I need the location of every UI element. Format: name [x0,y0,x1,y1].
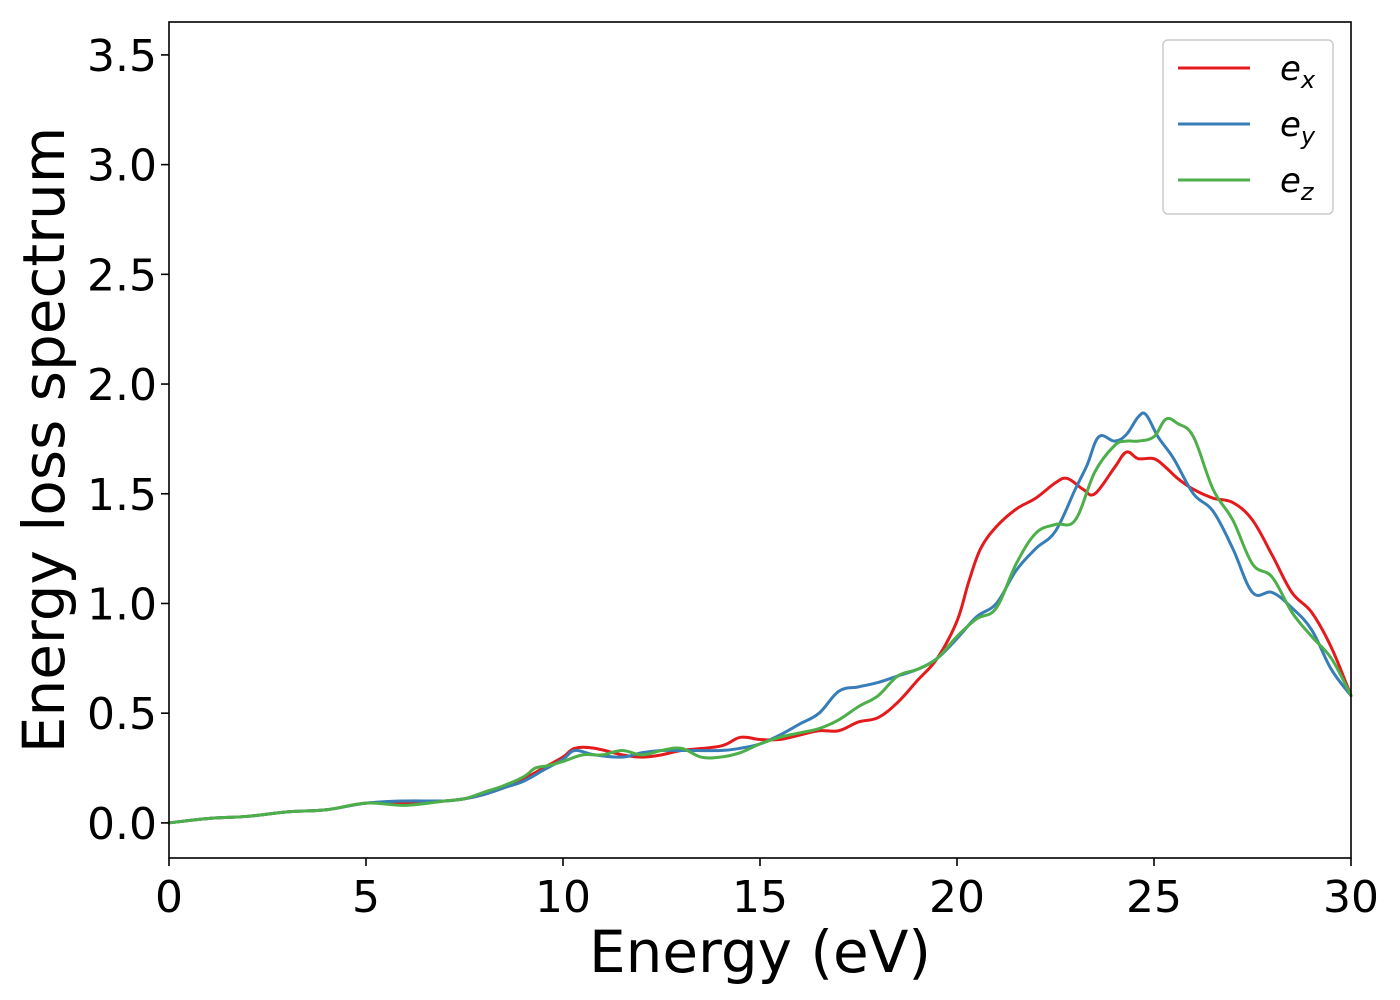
y-tick-label: 0.0 [87,799,157,850]
y-tick-label: 1.5 [87,470,157,521]
x-tick-label: 25 [1126,872,1182,923]
x-tick-label: 30 [1323,872,1379,923]
y-tick-label: 1.0 [87,579,157,630]
y-tick-label: 2.0 [87,360,157,411]
legend-subscript: x [1300,66,1316,94]
y-tick-label: 3.0 [87,141,157,192]
y-tick-label: 3.5 [87,31,157,82]
x-tick-label: 15 [732,872,788,923]
series-line-ez [167,416,1353,825]
plot-background [169,22,1351,858]
x-tick-label: 5 [352,872,380,923]
legend-subscript: y [1300,122,1316,150]
y-tick-label: 0.5 [87,689,157,740]
x-axis-ticks: 0 5 10 15 20 25 30 [155,858,1379,923]
y-axis-ticks: 0.0 0.5 1.0 1.5 2.0 2.5 3.0 3.5 [87,31,169,850]
x-tick-label: 0 [155,872,183,923]
y-tick-label: 2.5 [87,250,157,301]
legend-box [1162,39,1334,215]
series-line-ey [167,411,1353,825]
y-axis-label: Energy loss spectrum [10,127,78,753]
series-layer [167,411,1353,825]
x-axis-label: Energy (eV) [589,918,931,986]
x-tick-label: 10 [535,872,591,923]
x-tick-label: 20 [929,872,985,923]
legend-subscript: z [1300,178,1315,206]
legend-label-ey: ey [1280,105,1316,150]
